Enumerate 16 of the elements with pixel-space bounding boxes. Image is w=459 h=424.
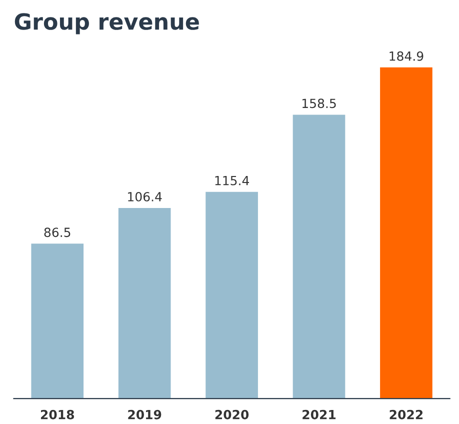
x-tick-label: 2019 bbox=[128, 410, 162, 420]
data-label: 106.4 bbox=[128, 192, 162, 202]
x-tick-label: 2021 bbox=[302, 410, 336, 420]
x-tick-label: 2020 bbox=[215, 410, 249, 420]
chart-title: Group revenue bbox=[14, 13, 199, 34]
bar bbox=[380, 67, 432, 399]
data-label: 158.5 bbox=[302, 98, 336, 108]
bar bbox=[118, 208, 171, 399]
x-tick-label: 2018 bbox=[40, 410, 74, 420]
data-label: 86.5 bbox=[44, 228, 70, 238]
bar bbox=[292, 114, 346, 399]
bar bbox=[206, 192, 258, 399]
data-label: 115.4 bbox=[215, 176, 249, 186]
bar bbox=[31, 244, 84, 399]
x-tick-label: 2022 bbox=[390, 410, 423, 420]
data-label: 184.9 bbox=[390, 51, 424, 61]
